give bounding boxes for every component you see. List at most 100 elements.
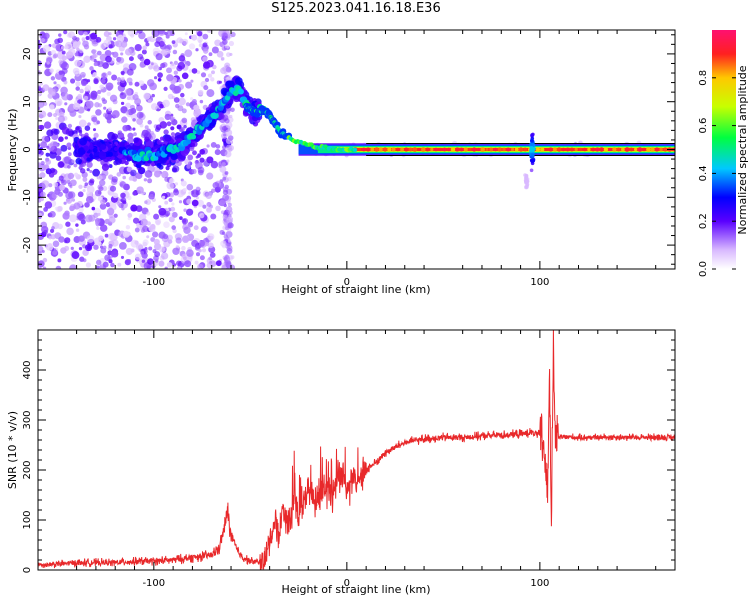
spectrogram-cell bbox=[120, 41, 128, 48]
spectrogram-cell bbox=[208, 256, 213, 261]
spectrogram-cell bbox=[450, 147, 456, 152]
spectrogram-cell bbox=[171, 202, 175, 206]
spectrogram-cell bbox=[170, 126, 175, 131]
spectrogram-cell bbox=[493, 147, 498, 152]
spectrogram-cell bbox=[224, 44, 230, 49]
spectrogram-cell bbox=[137, 105, 143, 112]
spectrogram-cell bbox=[73, 202, 81, 210]
spectrogram-cell bbox=[128, 62, 137, 71]
spectrogram-cell bbox=[144, 131, 151, 138]
spectrogram-cell bbox=[134, 253, 142, 260]
spectrogram-cell bbox=[173, 188, 179, 193]
spectrogram-cell bbox=[85, 35, 90, 41]
spectrogram-cell bbox=[125, 224, 131, 230]
spectrogram-cell bbox=[172, 247, 180, 256]
y-tick-label: 400 bbox=[22, 360, 33, 379]
spectrogram-cell bbox=[84, 202, 90, 208]
spectrogram-cell bbox=[92, 128, 97, 132]
spectrogram-cell bbox=[608, 147, 612, 152]
spectrogram-cell bbox=[202, 33, 209, 40]
spectrogram-cell bbox=[85, 100, 94, 109]
spectrogram-cell bbox=[214, 39, 221, 47]
spectrogram-cell bbox=[60, 45, 65, 50]
spectrogram-cell bbox=[187, 221, 194, 228]
spectrogram-cell bbox=[66, 142, 72, 148]
spectrogram-cell bbox=[221, 244, 227, 249]
spectrogram-cell bbox=[485, 147, 489, 152]
spectrogram-cell bbox=[85, 262, 92, 268]
spectrogram-cell bbox=[220, 67, 227, 74]
spectrogram-cell bbox=[222, 189, 229, 195]
spectrogram-cell bbox=[192, 150, 197, 156]
spectrogram-cell bbox=[221, 125, 228, 132]
spectrogram-cell bbox=[103, 31, 110, 37]
spectrogram-cell bbox=[164, 200, 169, 205]
spectrogram-cell bbox=[225, 66, 232, 73]
spectrogram-cell bbox=[468, 147, 472, 152]
spectrogram-cell bbox=[191, 239, 199, 247]
spectrogram-cell bbox=[58, 33, 62, 37]
spectrogram-cell bbox=[104, 233, 109, 238]
spectrogram-cell bbox=[191, 68, 198, 74]
spectrogram-cell bbox=[68, 31, 75, 39]
spectrogram-cell bbox=[135, 243, 143, 251]
y-tick-label: -20 bbox=[22, 237, 33, 253]
spectrogram-cell bbox=[158, 231, 166, 239]
spectrogram-cell bbox=[447, 147, 451, 152]
spectrogram-cell bbox=[63, 156, 72, 164]
spectrogram-cell bbox=[170, 132, 176, 137]
spectrogram-cell bbox=[120, 255, 125, 259]
spectrogram-cell bbox=[77, 191, 84, 198]
spectrogram-cell bbox=[120, 76, 125, 81]
spectrogram-cell bbox=[70, 78, 76, 84]
spectrogram-cell bbox=[207, 73, 213, 78]
spectrogram-cell bbox=[207, 242, 214, 249]
spectrogram-cell bbox=[159, 136, 165, 141]
spectrogram-cell bbox=[472, 147, 477, 152]
spectrogram-cell bbox=[38, 39, 41, 44]
spectrogram-cell bbox=[58, 59, 63, 65]
spectrogram-cell bbox=[166, 121, 172, 127]
spectrogram-cell bbox=[44, 201, 53, 209]
spectrogram-cell bbox=[49, 210, 56, 218]
spectrogram-cell bbox=[200, 72, 207, 78]
spectrogram-cell bbox=[476, 147, 481, 152]
spectrogram-cell bbox=[120, 52, 124, 56]
spectrogram-cell bbox=[190, 34, 198, 41]
spectrogram-cell bbox=[107, 131, 116, 140]
spectrogram-cell bbox=[154, 41, 161, 48]
spectrogram-cell bbox=[160, 62, 166, 69]
spectrogram-cell bbox=[82, 177, 88, 182]
spectrogram-cell bbox=[119, 181, 127, 188]
spectrogram-cell bbox=[178, 79, 182, 83]
spectrogram-cell bbox=[69, 264, 78, 269]
chart-title: S125.2023.041.16.18.E36 bbox=[271, 1, 441, 16]
spectrogram-cell bbox=[161, 170, 169, 179]
spectrogram-cell bbox=[132, 118, 136, 122]
spectrogram-cell bbox=[75, 223, 79, 227]
spectrogram-cell bbox=[199, 157, 205, 163]
spectrogram-cell bbox=[83, 145, 89, 152]
spectrogram-cell bbox=[357, 147, 362, 152]
spectrogram-cell bbox=[97, 89, 102, 95]
spectrogram-cell bbox=[45, 243, 54, 251]
spectrogram-cell bbox=[83, 31, 88, 37]
spectrogram-cell bbox=[190, 79, 194, 83]
spectrogram-cell bbox=[186, 164, 191, 169]
spectrogram-cell bbox=[400, 147, 405, 152]
spectrogram-cell bbox=[157, 72, 163, 78]
spectrogram-cell bbox=[64, 210, 70, 216]
spectrogram-cell bbox=[171, 225, 176, 230]
spectrogram-cell bbox=[130, 107, 137, 114]
spectrogram-cell bbox=[117, 262, 122, 267]
spectrogram-cell bbox=[49, 104, 55, 110]
spectrogram-cell bbox=[114, 146, 119, 152]
snr-frame bbox=[37, 329, 676, 571]
spectrogram-cell bbox=[150, 237, 156, 242]
spectrogram-cell bbox=[74, 125, 82, 133]
spectrogram-cell bbox=[77, 147, 85, 156]
spectrogram-cell bbox=[438, 147, 442, 152]
spectrogram-cell bbox=[121, 116, 128, 123]
spectrogram-cell bbox=[96, 120, 101, 125]
spectrogram-cell bbox=[49, 151, 57, 159]
